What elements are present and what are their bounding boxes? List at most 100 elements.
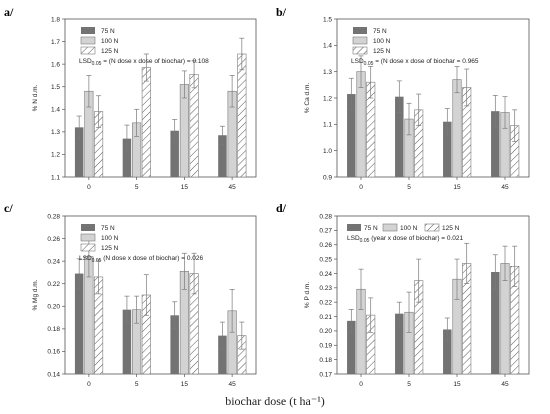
- legend-swatch: [424, 223, 440, 232]
- bar-75n: [443, 121, 452, 177]
- y-tick-label: 1.6: [51, 61, 60, 68]
- legend-label: 75 N: [373, 28, 387, 35]
- y-tick-label: 0.27: [319, 228, 332, 235]
- x-tick-label: 5: [135, 184, 139, 191]
- x-tick-label: 45: [229, 381, 237, 388]
- legend-label: 75 N: [101, 28, 115, 35]
- legend-label: 100 N: [101, 235, 119, 242]
- lsd-annotation: LSD0.05 (year x dose of biochar) = 0.021: [347, 235, 464, 244]
- y-tick-label: 1.0: [323, 148, 332, 155]
- y-axis-label: % N d.m.: [32, 84, 39, 111]
- legend-swatch: [80, 36, 96, 45]
- panel-label: a/: [4, 5, 14, 19]
- bar-75n: [491, 272, 500, 374]
- bar-75n: [170, 130, 179, 177]
- x-tick-label: 15: [181, 184, 189, 191]
- x-tick-label: 5: [407, 381, 411, 388]
- x-tick-label: 0: [87, 184, 91, 191]
- y-tick-label: 1.2: [51, 152, 60, 159]
- legend-label: 125 N: [101, 48, 119, 55]
- lsd-annotation: LSD0.05 (N dose x dose of biochar) = 0.0…: [79, 255, 203, 264]
- y-tick-label: 1.3: [323, 69, 332, 76]
- x-tick-label: 45: [229, 184, 237, 191]
- plot-frame: [64, 18, 257, 178]
- bar-75n: [122, 138, 132, 177]
- y-tick-label: 1.8: [51, 16, 60, 23]
- x-tick-label: 0: [359, 184, 363, 191]
- y-tick-label: 0.26: [47, 236, 60, 243]
- y-axis-label: % Mg d.m.: [32, 279, 39, 310]
- y-tick-label: 0.24: [47, 258, 60, 265]
- bar-125n: [189, 74, 199, 178]
- y-tick-label: 0.24: [319, 271, 332, 278]
- y-axis-label: % Ca d.m.: [304, 83, 311, 114]
- panel-label: c/: [4, 201, 13, 215]
- y-tick-label: 0.23: [319, 285, 332, 292]
- bar-75n: [395, 313, 404, 374]
- bar-75n: [170, 315, 179, 374]
- legend-swatch: [352, 46, 368, 55]
- chart-panel-2: b/0.9 1.0 1.1 1.2 1.3 1.4 1.5 % Ca d.m. 0 5 15 45 75…: [276, 5, 530, 191]
- y-tick-label: 0.26: [319, 242, 332, 249]
- x-tick-label: 0: [359, 381, 363, 388]
- y-tick-label: 1.7: [51, 39, 60, 46]
- legend-swatch: [81, 224, 95, 231]
- bar-75n: [347, 320, 356, 374]
- panel-label: b/: [276, 5, 287, 19]
- legend-label: 125 N: [442, 225, 460, 232]
- y-tick-label: 0.28: [319, 213, 332, 220]
- panel-label: d/: [276, 201, 287, 215]
- y-tick-label: 0.25: [319, 256, 332, 263]
- legend-swatch: [347, 224, 361, 231]
- chart-panel-1: a/1.1 1.2 1.3 1.4 1.5 1.6 1.7 1.8 % N d.m. 0 5 15 45…: [4, 5, 257, 191]
- y-tick-label: 1.4: [323, 43, 332, 50]
- legend-swatch: [81, 27, 95, 34]
- legend-swatch: [352, 36, 368, 45]
- y-tick-label: 0.22: [47, 281, 60, 288]
- x-tick-label: 15: [453, 381, 461, 388]
- bar-75n: [395, 96, 404, 177]
- x-tick-label: 0: [87, 381, 91, 388]
- y-tick-label: 1.2: [323, 95, 332, 102]
- bar-75n: [122, 309, 132, 374]
- legend-swatch: [80, 243, 96, 252]
- y-tick-label: 0.18: [47, 326, 60, 333]
- y-tick-label: 0.22: [319, 299, 332, 306]
- x-tick-label: 15: [453, 184, 461, 191]
- lsd-annotation: LSD0.05 = (N dose x dose of biochar = 0.…: [351, 58, 479, 67]
- chart-panel-3: c/0.14 0.16 0.18 0.20 0.22 0.24 0.26 0.28 % Mg d…: [4, 201, 257, 388]
- y-tick-label: 0.17: [319, 371, 332, 378]
- y-tick-label: 0.20: [319, 328, 332, 335]
- y-tick-label: 0.18: [319, 357, 332, 364]
- bar-125n: [141, 67, 151, 178]
- y-tick-label: 1.3: [51, 129, 60, 136]
- y-tick-label: 1.4: [51, 107, 60, 114]
- x-axis-title: biochar dose (t ha⁻¹): [225, 394, 325, 408]
- plot-frame: [336, 215, 530, 375]
- bar-75n: [491, 111, 500, 177]
- y-tick-label: 1.5: [51, 84, 60, 91]
- y-tick-label: 0.20: [47, 304, 60, 311]
- legend-label: 100 N: [400, 225, 418, 232]
- bar-75n: [218, 335, 227, 374]
- bar-75n: [74, 127, 84, 177]
- bar-75n: [347, 94, 356, 177]
- plot-frame: [64, 215, 257, 375]
- legend-label: 125 N: [373, 48, 391, 55]
- y-tick-label: 0.16: [47, 349, 60, 356]
- legend-label: 100 N: [373, 38, 391, 45]
- y-tick-label: 1.1: [323, 122, 332, 129]
- chart-panel-4: d/0.17 0.18 0.19 0.20 0.21 0.22 0.23 0.24 0.25 0.…: [276, 201, 530, 388]
- bar-125n: [237, 53, 247, 178]
- x-tick-label: 15: [181, 381, 189, 388]
- x-tick-label: 5: [135, 381, 139, 388]
- bar-75n: [443, 329, 452, 374]
- legend-swatch: [80, 46, 96, 55]
- y-tick-label: 1.5: [323, 16, 332, 23]
- lsd-annotation: LSD0.05 = (N dose x dose of biochar) = 0…: [79, 58, 209, 67]
- y-axis-label: % P d.m.: [304, 282, 311, 308]
- legend-label: 75 N: [364, 225, 378, 232]
- y-tick-label: 1.1: [51, 174, 60, 181]
- bar-75n: [218, 135, 227, 177]
